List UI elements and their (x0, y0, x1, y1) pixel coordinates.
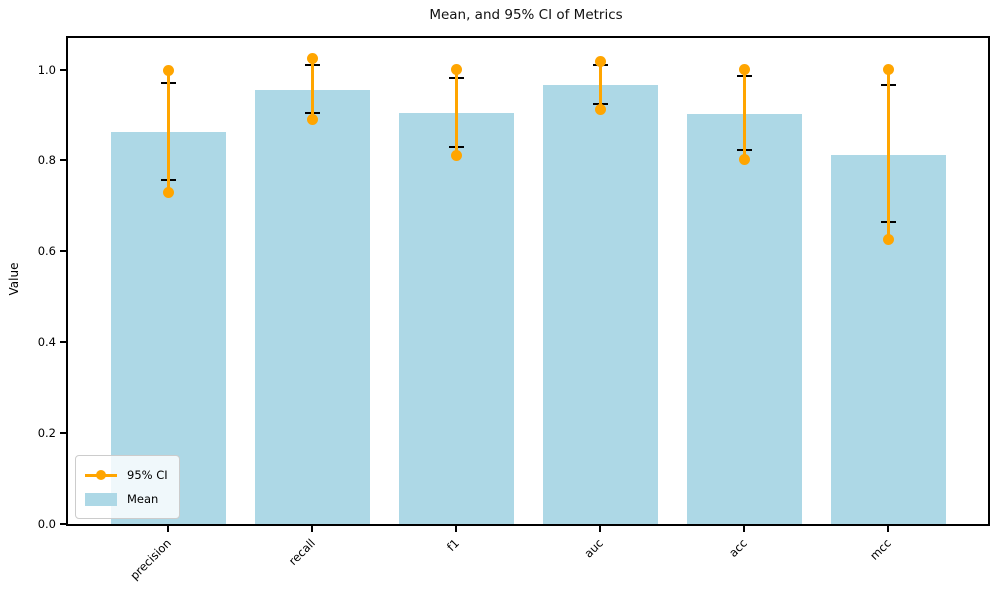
x-tick-label-auc: auc (581, 536, 606, 561)
bar-recall (254, 89, 370, 524)
y-tick-0.0 (60, 523, 66, 525)
bar-auc (542, 84, 658, 524)
x-tick-label-recall: recall (285, 536, 318, 569)
x-tick-label-mcc: mcc (867, 536, 894, 563)
y-tick-label-0.8: 0.8 (37, 153, 56, 168)
legend-entry-mean: Mean (85, 487, 168, 511)
x-tick-precision (167, 526, 169, 532)
ci-dot-upper-mcc (882, 64, 894, 76)
ci-dot-upper-f1 (450, 64, 462, 75)
y-tick-1.0 (60, 68, 66, 71)
x-tick-auc (599, 526, 601, 532)
legend-label-mean: Mean (127, 492, 159, 506)
bar-f1 (398, 112, 514, 524)
ci-dot-upper-auc (594, 55, 606, 67)
bar-acc (686, 114, 802, 524)
mean-swatch-icon (85, 492, 117, 506)
ci-dot-upper-precision (162, 64, 174, 76)
legend-label-ci: 95% CI (127, 468, 168, 482)
ci-dot-lower-mcc (882, 234, 894, 246)
ci-dot-upper-recall (306, 53, 318, 65)
ci-dot-lower-auc (594, 103, 606, 115)
y-tick-0.8 (60, 159, 66, 162)
y-tick-0.6 (60, 250, 66, 253)
y-tick-label-0.4: 0.4 (37, 335, 56, 350)
ci-line-marker-icon (85, 470, 117, 480)
x-tick-acc (743, 526, 745, 532)
y-tick-0.4 (60, 341, 66, 344)
y-tick-label-0.2: 0.2 (37, 426, 56, 441)
ci-dot-upper-acc (738, 63, 750, 75)
chart-title: Mean, and 95% CI of Metrics (429, 7, 623, 23)
x-tick-recall (311, 526, 313, 532)
plot-area: 95% CI Mean (66, 36, 990, 526)
x-tick-label-acc: acc (726, 536, 750, 560)
legend-entry-ci: 95% CI (85, 463, 168, 487)
y-tick-label-0.6: 0.6 (37, 244, 56, 259)
y-tick-label-1.0: 1.0 (37, 62, 56, 77)
ci-dot-lower-f1 (450, 150, 462, 162)
ci-dot-lower-acc (738, 154, 750, 166)
ci-line-f1 (454, 69, 458, 156)
ci-line-auc (598, 61, 602, 110)
x-tick-mcc (887, 526, 889, 532)
legend: 95% CI Mean (75, 455, 180, 519)
x-tick-f1 (455, 526, 457, 532)
ci-line-recall (310, 58, 314, 120)
ci-dot-lower-precision (162, 187, 174, 199)
x-tick-label-precision: precision (127, 536, 174, 583)
y-tick-0.2 (60, 432, 66, 435)
x-tick-label-f1: f1 (443, 536, 462, 554)
ci-line-acc (742, 69, 746, 160)
y-tick-label-0.0: 0.0 (37, 517, 56, 531)
ci-line-precision (166, 70, 170, 193)
ci-dot-icon (96, 470, 106, 480)
ci-dot-lower-recall (306, 114, 318, 126)
ci-line-mcc (886, 69, 890, 240)
